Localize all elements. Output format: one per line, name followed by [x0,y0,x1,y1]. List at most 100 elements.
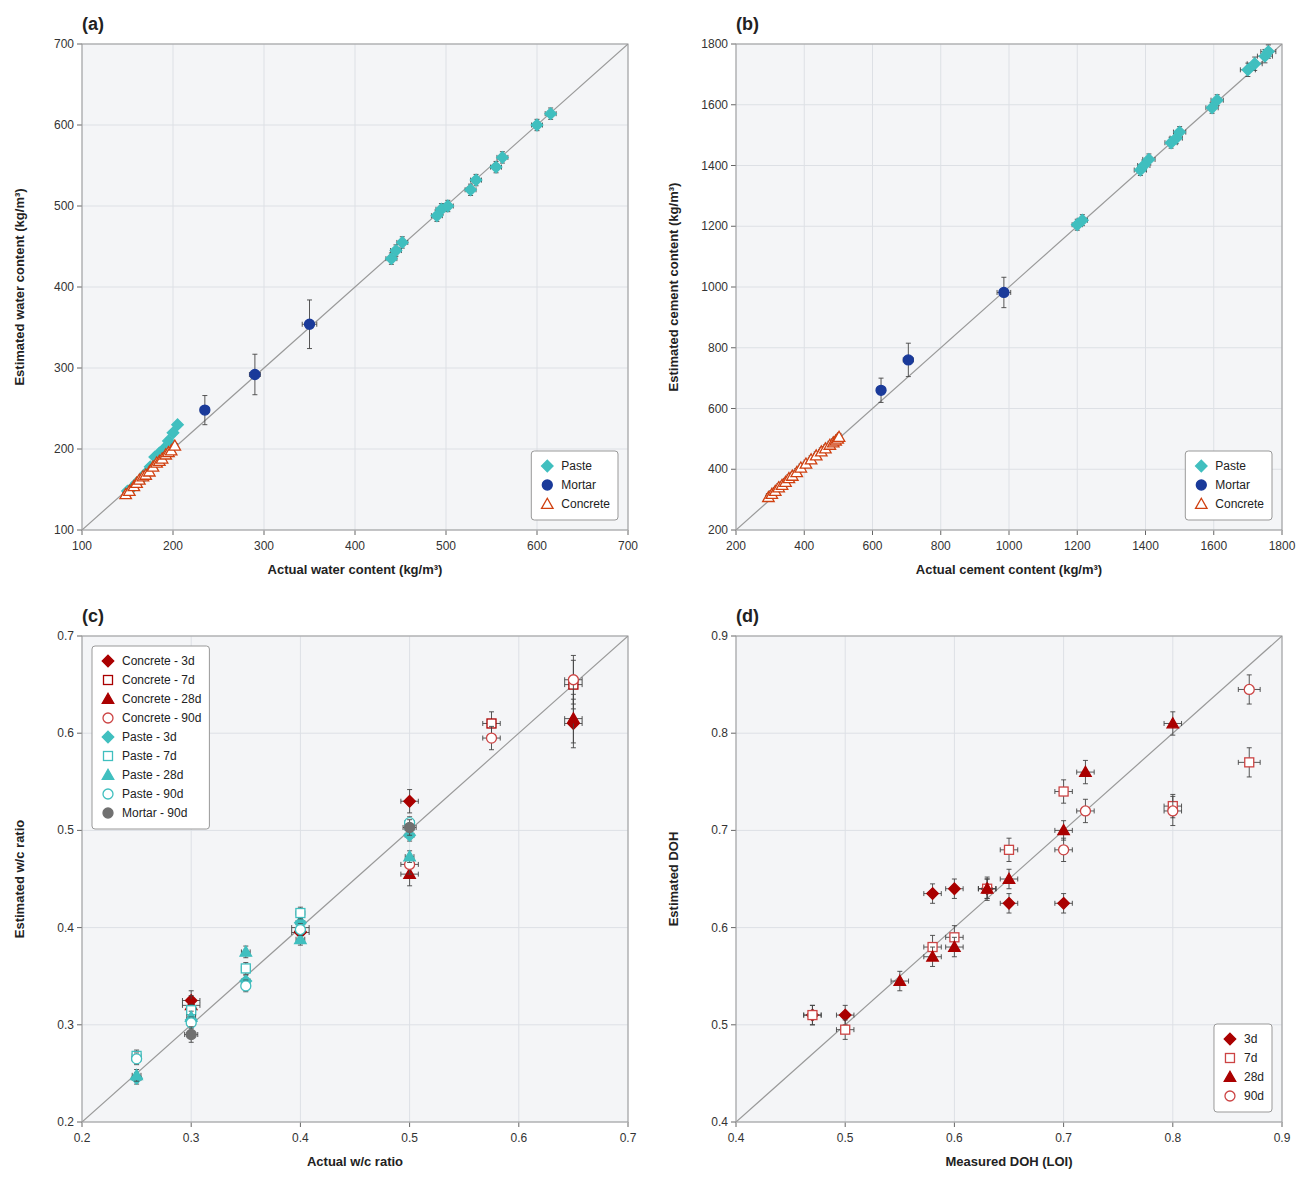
tick-label: 0.2 [74,1131,91,1145]
grid-line [736,408,1282,409]
tick-label: 0.9 [1274,1131,1291,1145]
point [568,675,578,685]
legend-marker [103,789,113,799]
legend-box [1214,1024,1272,1112]
tick-label: 500 [54,199,74,213]
tick-label: 0.6 [57,726,74,740]
point [903,355,913,365]
tick-label: 0.6 [510,1131,527,1145]
legend: 3d7d28d90d [1214,1024,1272,1112]
tick-mark [77,125,82,126]
grid-line [82,125,628,126]
grid-line [518,636,519,1122]
tick-label: 400 [345,539,365,553]
point [250,369,260,379]
series [122,108,557,497]
point [808,1011,817,1020]
legend-marker [542,480,552,490]
panel: 0.20.30.40.50.60.70.20.30.40.50.60.7(c)A… [12,606,637,1169]
point [1003,898,1015,910]
grid-line [736,927,1282,928]
reference-line [736,44,1282,530]
point [876,385,886,395]
point [1211,94,1223,106]
point [470,174,482,186]
tick-mark [173,530,174,535]
legend-label: 90d [1244,1089,1264,1103]
x-axis-label: Measured DOH (LOI) [945,1154,1072,1169]
tick-mark [628,1122,629,1127]
tick-label: 200 [163,539,183,553]
legend: PasteMortarConcrete [1185,451,1272,520]
tick-mark [628,530,629,535]
grid-line [736,1024,1282,1025]
tick-mark [77,287,82,288]
point [295,925,305,935]
tick-mark [77,368,82,369]
legend-marker [102,693,114,703]
point [296,909,305,918]
tick-mark [77,830,82,831]
legend-label: Mortar [1215,478,1250,492]
y-axis-label: Estimated cement content (kg/m³) [666,183,681,392]
tick-mark [731,830,736,831]
legend-box [92,646,209,829]
series [200,300,317,425]
point [545,108,557,120]
legend-label: Concrete - 90d [122,711,201,725]
tick-mark [804,530,805,535]
tick-label: 600 [862,539,882,553]
tick-mark [731,1024,736,1025]
tick-label: 1600 [1200,539,1227,553]
series [132,817,415,1065]
tick-mark [191,1122,192,1127]
tick-label: 700 [618,539,638,553]
tick-mark [736,530,737,535]
legend-marker [1224,1071,1236,1081]
plot-area [82,636,628,1122]
tick-mark [1282,1122,1283,1127]
reference-line [736,636,1282,1122]
legend: Concrete - 3dConcrete - 7dConcrete - 28d… [92,646,209,829]
point [1059,787,1068,796]
series [483,660,582,735]
tick-mark [518,1122,519,1127]
point [1080,766,1092,776]
tick-label: 0.4 [57,921,74,935]
point [305,319,315,329]
point [200,405,210,415]
grid-line [736,347,1282,348]
tick-label: 1000 [701,280,728,294]
tick-label: 1800 [701,37,728,51]
legend-marker [1196,498,1208,508]
data-layer [82,44,628,530]
tick-label: 0.7 [620,1131,637,1145]
point [999,287,1009,297]
x-axis-label: Actual w/c ratio [307,1154,403,1169]
figure: 1002003004005006007001002003004005006007… [0,0,1308,1184]
legend-label: Concrete - 28d [122,692,201,706]
grid-line [736,830,1282,831]
tick-mark [954,1122,955,1127]
tick-mark [731,408,736,409]
grid-line [736,226,1282,227]
point [241,981,251,991]
grid-line [82,1024,628,1025]
tick-label: 200 [708,523,728,537]
plot-frame [736,636,1282,1122]
point [397,237,409,249]
point [1059,845,1069,855]
point [1077,214,1089,226]
point [241,964,250,973]
point [131,1070,143,1080]
point [186,1030,196,1040]
point [981,883,993,893]
point [240,946,252,956]
tick-mark [537,530,538,535]
point [833,431,845,441]
panel: 2004006008001000120014001600180020040060… [666,14,1296,577]
tick-mark [731,530,736,531]
tick-label: 0.5 [401,1131,418,1145]
x-axis-label: Actual water content (kg/m³) [268,562,443,577]
legend-marker [102,769,114,779]
